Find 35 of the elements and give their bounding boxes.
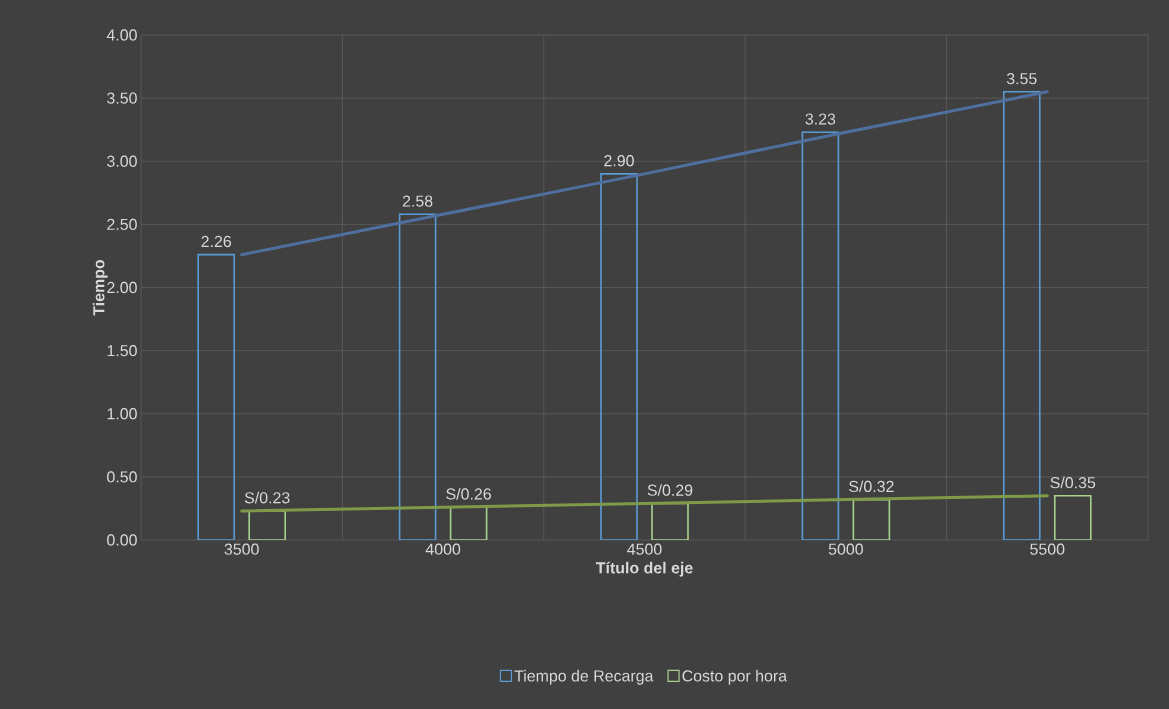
- y-tick-label: 2.50: [107, 218, 137, 231]
- y-tick-label: 0.50: [107, 471, 137, 483]
- data-label: 3.55: [1006, 73, 1037, 85]
- y-tick-label: 3.00: [107, 155, 137, 167]
- x-axis-title: Título del eje: [595, 561, 693, 577]
- bar: [1002, 91, 1041, 540]
- legend-label: Costo por hora: [682, 669, 788, 685]
- data-label: S/0.32: [849, 480, 894, 493]
- data-label: 2.58: [402, 195, 433, 207]
- y-tick-label: 1.00: [107, 408, 137, 420]
- x-tick-label: 4500: [627, 543, 662, 555]
- bar: [1053, 495, 1092, 540]
- bar: [600, 173, 638, 540]
- bar: [197, 253, 235, 540]
- data-label: 2.26: [201, 235, 231, 248]
- data-label: S/0.29: [647, 484, 693, 496]
- data-label: S/0.23: [244, 491, 290, 504]
- data-label: S/0.35: [1050, 476, 1096, 489]
- data-label: 2.90: [604, 155, 634, 167]
- x-tick-label: 3500: [224, 543, 259, 555]
- y-tick-label: 1.50: [107, 344, 137, 357]
- data-label: 3.23: [805, 113, 836, 125]
- x-tick-label: 5000: [828, 543, 863, 555]
- line-series: [240, 90, 1049, 257]
- y-tick-label: 0.00: [107, 534, 137, 546]
- bar: [398, 213, 437, 540]
- x-tick-label: 5500: [1030, 543, 1065, 555]
- data-label: S/0.26: [446, 487, 491, 500]
- y-axis-title: Tiempo: [92, 259, 108, 316]
- legend-label: Tiempo de Recarga: [514, 669, 654, 685]
- y-tick-label: 3.50: [107, 92, 137, 104]
- y-tick-label: 4.00: [106, 29, 137, 41]
- y-tick-label: 2.00: [107, 281, 137, 294]
- bar: [801, 131, 840, 540]
- x-tick-label: 4000: [425, 543, 461, 555]
